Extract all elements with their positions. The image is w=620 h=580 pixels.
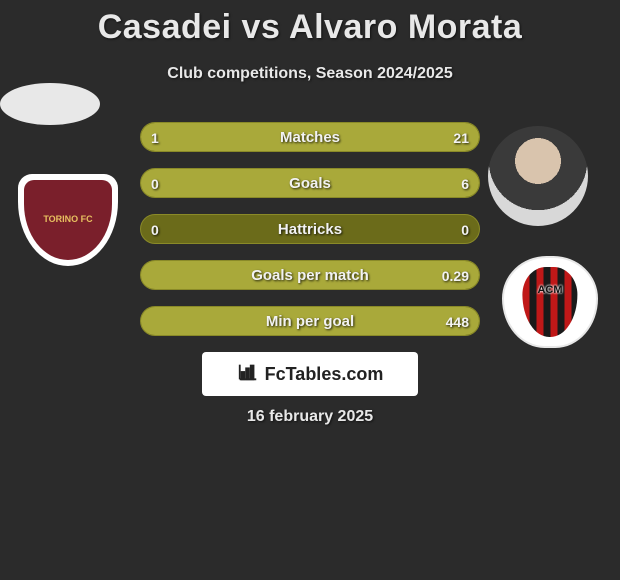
stats-container: 121Matches 06Goals 00Hattricks 0.29Goals pe… [140, 122, 480, 352]
subtitle: Club competitions, Season 2024/2025 [0, 65, 620, 83]
stat-label: Goals per match [141, 261, 479, 289]
club-left-initials: TORINO FC [24, 180, 112, 260]
stat-label: Goals [141, 169, 479, 197]
branding-badge: FcTables.com [202, 352, 418, 396]
stat-label: Matches [141, 123, 479, 151]
stat-row: 06Goals [140, 168, 480, 198]
stat-row: 00Hattricks [140, 214, 480, 244]
player-left-avatar [0, 83, 100, 125]
stat-row: 0.29Goals per match [140, 260, 480, 290]
stat-label: Hattricks [141, 215, 479, 243]
club-left-crest: TORINO FC [18, 174, 118, 266]
page-title: Casadei vs Alvaro Morata [0, 0, 620, 47]
branding-text: FcTables.com [265, 364, 384, 385]
stat-label: Min per goal [141, 307, 479, 335]
branding-chart-icon [237, 361, 259, 388]
stat-row: 121Matches [140, 122, 480, 152]
date-text: 16 february 2025 [0, 408, 620, 426]
player-right-avatar [488, 126, 588, 226]
stat-row: 448Min per goal [140, 306, 480, 336]
club-right-crest [502, 256, 602, 348]
